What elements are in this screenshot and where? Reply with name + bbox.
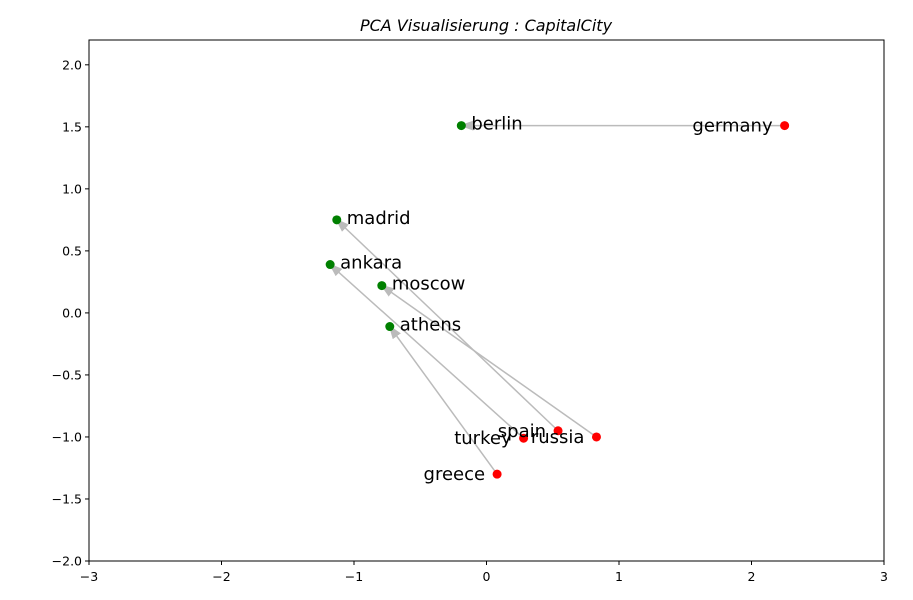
country-label-russia: russia [531,427,585,448]
arrows-layer [328,120,785,475]
capital-label-madrid: madrid [347,208,411,229]
country-point-turkey [519,433,529,443]
capital-point-berlin [456,121,466,131]
points-layer [325,121,790,479]
country-point-russia [591,432,601,442]
y-tick-label: −0.5 [52,367,82,382]
arrow-turkey-to-ankara [328,263,525,439]
country-point-spain [553,426,563,436]
x-tick-label: 0 [483,569,491,584]
x-tick-label: −3 [80,569,98,584]
y-tick-label: 1.0 [62,181,82,196]
y-tick-label: 0.5 [62,243,82,258]
x-tick-label: 1 [615,569,623,584]
country-point-greece [492,469,502,479]
capital-point-madrid [332,215,342,225]
country-label-germany: germany [692,116,773,137]
capital-label-moscow: moscow [392,274,466,295]
labels-layer: germany berlin spain madrid turkey ankara russ… [340,114,773,486]
x-tick-label: 2 [748,569,756,584]
y-tick-label: 1.5 [62,119,82,134]
capital-label-berlin: berlin [471,114,522,135]
country-label-turkey: turkey [454,428,512,449]
capital-point-moscow [377,281,387,291]
x-tick-label: −2 [212,569,230,584]
arrow-russia-to-moscow [380,284,597,438]
x-tick-label: 3 [880,569,888,584]
y-tick-label: −1.0 [52,429,82,444]
country-label-spain: spain [498,421,546,442]
arrow-spain-to-madrid [335,218,559,432]
country-point-germany [780,121,790,131]
capital-point-athens [385,322,395,332]
chart-title: PCA Visualisierung : CapitalCity [360,16,613,35]
y-tick-label: −2.0 [52,554,82,569]
x-tick-label: −1 [345,569,363,584]
capital-label-ankara: ankara [340,253,402,274]
y-tick-label: 0.0 [62,305,82,320]
arrow-greece-to-athens [388,324,498,475]
x-axis: −3 −2 −1 0 1 2 3 [80,561,888,584]
y-tick-label: −1.5 [52,491,82,506]
plot-area [89,40,884,561]
capital-point-ankara [325,260,335,270]
country-label-greece: greece [424,464,486,485]
y-axis: −2.0 −1.5 −1.0 −0.5 0.0 0.5 1.0 1.5 2.0 [52,57,89,569]
capital-label-athens: athens [400,315,461,336]
y-tick-label: 2.0 [62,57,82,72]
